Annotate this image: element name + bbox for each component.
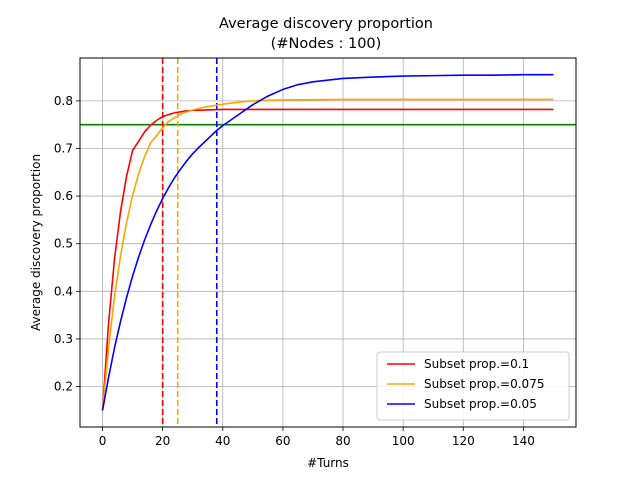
series-line-3 (101, 73, 554, 411)
legend-label-2: Subset prop.=0.075 (424, 377, 544, 391)
legend-label-1: Subset prop.=0.1 (424, 357, 529, 371)
series-line-1 (101, 108, 554, 411)
x-tick-label: 60 (275, 434, 290, 448)
y-axis-ticks: 0.2 0.3 0.4 0.5 0.6 0.7 0.8 (54, 94, 80, 394)
x-axis-ticks: 0 20 40 60 80 100 120 140 (99, 427, 535, 448)
y-tick-label: 0.5 (54, 237, 73, 251)
plot-area-frame (79, 57, 577, 428)
series-lines (101, 73, 554, 411)
reference-lines (80, 58, 576, 427)
y-tick-label: 0.7 (54, 141, 73, 155)
legend: Subset prop.=0.1 Subset prop.=0.075 Subset… (376, 351, 570, 421)
y-tick-label: 0.2 (54, 380, 73, 394)
x-tick-label: 0 (99, 434, 107, 448)
series-line-2 (101, 98, 554, 411)
y-axis-label: Average discovery proportion (29, 154, 43, 331)
y-tick-label: 0.6 (54, 189, 73, 203)
x-tick-label: 100 (392, 434, 415, 448)
x-tick-label: 120 (452, 434, 475, 448)
legend-box (376, 351, 570, 421)
y-tick-label: 0.4 (54, 284, 73, 298)
x-tick-label: 20 (155, 434, 170, 448)
chart-title: Average discovery proportion (219, 16, 433, 32)
chart-subtitle: (#Nodes : 100) (271, 36, 382, 52)
x-tick-label: 140 (512, 434, 535, 448)
y-tick-label: 0.3 (54, 332, 73, 346)
x-tick-label: 80 (335, 434, 350, 448)
y-tick-label: 0.8 (54, 94, 73, 108)
legend-label-3: Subset prop.=0.05 (424, 397, 537, 411)
x-axis-label: #Turns (307, 456, 349, 470)
x-tick-label: 40 (215, 434, 230, 448)
